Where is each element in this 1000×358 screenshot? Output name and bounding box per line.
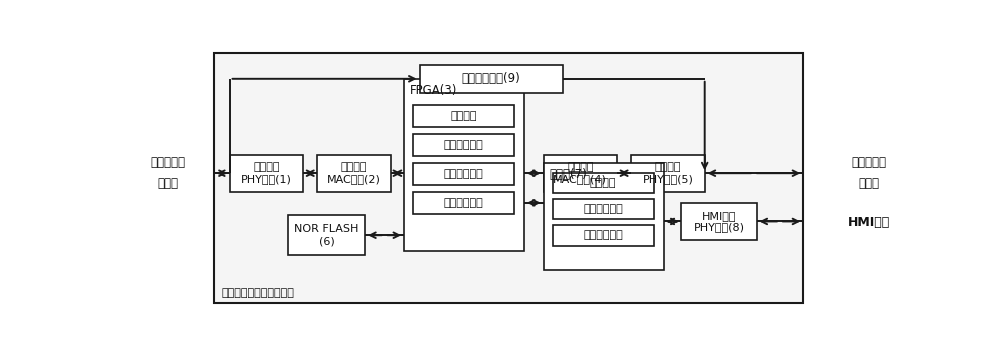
Text: 预存关键数据: 预存关键数据 [444,169,484,179]
Text: 端口防护: 端口防护 [450,111,477,121]
Bar [553,199,654,219]
Bar [631,155,705,192]
Bar [317,155,391,192]
Text: HMI配置
PHY芯片(8): HMI配置 PHY芯片(8) [694,211,745,232]
Text: 处理器(7): 处理器(7) [550,168,587,181]
Text: 主干网: 主干网 [157,177,178,190]
Text: 分支网侧
PHY芯片(5): 分支网侧 PHY芯片(5) [642,163,693,184]
Bar [544,163,664,270]
Bar [420,65,563,93]
Bar [230,155,303,192]
Bar [544,155,617,192]
Text: 主干网侧
MAC芯片(2): 主干网侧 MAC芯片(2) [327,163,381,184]
Text: NOR FLASH
(6): NOR FLASH (6) [294,224,359,246]
Text: 旁路直连模块(9): 旁路直连模块(9) [462,72,521,85]
Bar [681,203,757,240]
Bar [413,163,514,185]
Bar [553,225,654,246]
Text: FPGA(3): FPGA(3) [410,84,458,97]
Text: 工业以太网安全隔离设备: 工业以太网安全隔离设备 [222,288,295,298]
Bar [413,105,514,127]
Bar [214,53,803,304]
Text: 智能交互: 智能交互 [590,178,616,188]
Bar [288,215,365,255]
Text: 分支网侧
MAC芯片(4): 分支网侧 MAC芯片(4) [553,163,607,184]
Text: HMI通信: HMI通信 [848,216,890,229]
Bar [413,192,514,214]
Text: 主干网侧
PHY芯片(1): 主干网侧 PHY芯片(1) [241,163,292,184]
Bar [553,173,654,193]
Text: 分支网: 分支网 [858,177,880,190]
Text: 危险报文识别: 危险报文识别 [583,204,623,214]
Bar [404,79,524,251]
Text: 用户数据加密: 用户数据加密 [444,198,484,208]
Bar [413,134,514,156]
Text: 关键信息审核: 关键信息审核 [583,230,623,240]
Text: 工业以太网: 工业以太网 [852,156,887,169]
Text: 报文深度解析: 报文深度解析 [444,140,484,150]
Text: 工业以太网: 工业以太网 [150,156,185,169]
